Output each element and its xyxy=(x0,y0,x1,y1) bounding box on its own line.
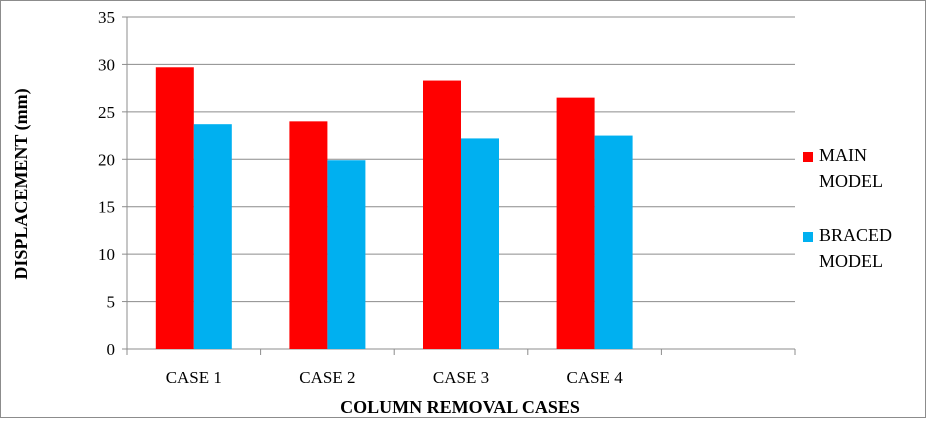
y-tick-label: 10 xyxy=(98,245,115,264)
x-tick-label: CASE 3 xyxy=(433,368,489,387)
bar-braced-model xyxy=(327,160,366,349)
y-tick-labels: 0 5 10 15 20 25 30 35 xyxy=(98,8,115,359)
x-tick-label: CASE 1 xyxy=(166,368,222,387)
bar-main-model xyxy=(155,67,194,349)
bar-braced-model xyxy=(193,124,232,349)
x-tick-label: CASE 4 xyxy=(566,368,623,387)
bar-main-model xyxy=(556,97,595,349)
legend: MAIN MODEL BRACED MODEL xyxy=(803,145,892,271)
legend-swatch xyxy=(803,232,813,242)
bars xyxy=(155,67,633,349)
y-tick-label: 35 xyxy=(98,8,115,27)
y-tick-label: 30 xyxy=(98,55,115,74)
y-axis-title: DISPLACEMENT (mm) xyxy=(11,88,32,279)
legend-swatch xyxy=(803,152,813,162)
y-tick-label: 15 xyxy=(98,198,115,217)
bar-braced-model xyxy=(594,135,633,349)
y-tick-label: 25 xyxy=(98,103,115,122)
legend-label: MAIN MODEL xyxy=(819,145,883,191)
x-axis-title: COLUMN REMOVAL CASES xyxy=(340,397,580,417)
x-tick-label: CASE 2 xyxy=(299,368,355,387)
legend-label: BRACED MODEL xyxy=(819,225,892,271)
bar-main-model xyxy=(423,80,461,349)
x-tick-labels: CASE 1 CASE 2 CASE 3 CASE 4 xyxy=(166,368,624,387)
y-tick-label: 0 xyxy=(107,340,116,359)
y-tick-label: 20 xyxy=(98,150,115,169)
bar-main-model xyxy=(289,121,328,349)
bar-braced-model xyxy=(461,138,499,349)
y-tick-label: 5 xyxy=(107,293,116,312)
